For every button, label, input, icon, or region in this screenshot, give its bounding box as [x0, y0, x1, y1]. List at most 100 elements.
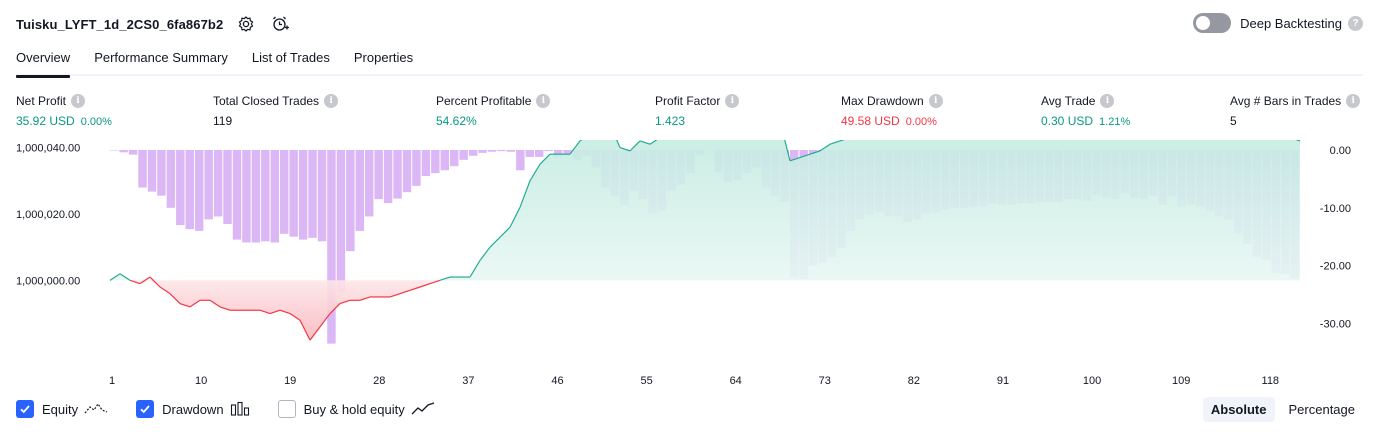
drawdown-bar — [251, 150, 261, 243]
y-left-tick-label: 1,000,040.00 — [16, 143, 80, 155]
equity-line-segment — [839, 140, 845, 142]
buy-hold-line-icon — [411, 401, 435, 417]
equity-line-segment — [479, 246, 491, 261]
equity-line-segment — [129, 279, 141, 285]
add-alert-icon — [273, 16, 290, 31]
legend-equity[interactable]: Equity — [16, 400, 108, 418]
settings-button[interactable] — [235, 13, 257, 35]
equity-area — [109, 140, 1301, 341]
deep-backtesting-label: Deep Backtesting — [1240, 15, 1342, 31]
equity-positive-area — [110, 140, 1300, 281]
metric-value: 0.30 USD — [1041, 114, 1094, 128]
x-tick-label: 82 — [908, 375, 920, 387]
equity-line-segment — [429, 279, 441, 285]
legend-buy-hold-equity[interactable]: Buy & hold equity — [277, 400, 435, 418]
y-right-tick-label: -20.00 — [1320, 261, 1351, 273]
equity-line-segment — [499, 226, 511, 238]
settings-icon — [239, 16, 254, 32]
equity-line-segment — [289, 313, 301, 321]
drawdown-bar — [327, 150, 336, 344]
drawdown-bar — [261, 150, 270, 242]
metric-value: 35.92 USD — [16, 114, 75, 128]
tab-properties[interactable]: Properties — [353, 50, 414, 65]
equity-line-segment — [799, 153, 811, 159]
info-icon[interactable]: i — [536, 94, 551, 108]
legend-label: Drawdown — [162, 401, 224, 417]
drawdown-bar — [232, 150, 242, 240]
equity-line-segment — [219, 306, 231, 311]
drawdown-bar — [365, 150, 374, 217]
drawdown-bar — [195, 150, 204, 231]
equity-line-segment — [439, 276, 451, 281]
equity-drawdown-chart[interactable]: 1,000,040.00 1,000,020.00 1,000,000.00 0.0… — [0, 140, 1379, 392]
equity-line-segment — [299, 319, 311, 341]
drawdown-bar — [336, 150, 346, 292]
metric-value: 5 — [1230, 114, 1237, 128]
equity-checkbox[interactable] — [16, 400, 34, 418]
info-icon[interactable]: i — [725, 94, 740, 108]
equity-line-segment — [1295, 140, 1301, 142]
equity-line-segment — [509, 207, 521, 228]
drawdown-bar — [355, 150, 364, 231]
info-icon[interactable]: i — [324, 94, 339, 108]
equity-line-segment — [819, 143, 831, 152]
equity-line-segment — [179, 303, 191, 308]
equity-negative-area — [110, 280, 1300, 341]
help-icon[interactable]: ? — [1348, 15, 1363, 31]
drawdown-bar — [346, 150, 355, 252]
metric-max-drawdown: Max Drawdown i 49.58 USD 0.00% — [841, 94, 943, 128]
percentage-button[interactable]: Percentage — [1288, 402, 1356, 417]
equity-line-segment — [329, 303, 341, 314]
drawdown-checkbox[interactable] — [136, 400, 155, 418]
info-icon[interactable]: i — [71, 94, 86, 108]
equity-line-segment — [529, 163, 541, 182]
drawdown-bar — [308, 150, 317, 238]
deep-backtesting-toggle[interactable] — [1193, 13, 1232, 33]
absolute-button[interactable]: Absolute — [1202, 397, 1275, 422]
drawdown-bar — [242, 150, 251, 243]
toggle-knob — [1196, 16, 1211, 30]
metric-label: Avg # Bars in Trades — [1230, 94, 1342, 108]
drawdown-bar — [298, 150, 308, 240]
equity-line-segment — [309, 326, 321, 341]
equity-line-segment — [109, 273, 121, 281]
equity-line-icon — [84, 401, 108, 417]
tab-performance-summary[interactable]: Performance Summary — [94, 50, 228, 65]
y-left-tick-label: 1,000,000.00 — [16, 275, 80, 287]
equity-line-segment — [616, 140, 621, 148]
legend-drawdown[interactable]: Drawdown — [136, 400, 249, 418]
drawdown-bar — [535, 150, 544, 157]
buy-hold-checkbox[interactable] — [277, 400, 296, 418]
x-tick-label: 64 — [730, 375, 742, 387]
metric-label: Profit Factor — [655, 94, 721, 108]
add-alert-button[interactable] — [269, 13, 291, 35]
equity-line-segment — [269, 309, 281, 315]
equity-line-segment — [359, 296, 371, 301]
drawdown-bar — [157, 150, 166, 196]
tab-overview[interactable]: Overview — [16, 45, 71, 78]
display-mode-switch: Absolute Percentage — [1197, 397, 1363, 422]
metric-percent-profitable: Percent Profitable i 54.62% — [436, 94, 551, 128]
equity-line-segment — [469, 260, 481, 278]
equity-line-segment — [629, 140, 641, 152]
drawdown-bar — [147, 150, 157, 192]
equity-line-segment — [339, 299, 351, 305]
metric-total-closed-trades: Total Closed Trades i 119 — [213, 94, 339, 128]
info-icon[interactable]: i — [1100, 94, 1115, 108]
x-tick-label: 19 — [284, 375, 296, 387]
drawdown-bar — [459, 150, 468, 160]
metric-avg-bars-in-trades: Avg # Bars in Trades i 5 — [1230, 94, 1361, 128]
tab-list-of-trades[interactable]: List of Trades — [251, 50, 330, 65]
drawdown-bar — [478, 150, 487, 153]
metric-label: Avg Trade — [1041, 94, 1096, 108]
info-icon[interactable]: i — [1346, 94, 1361, 108]
equity-line-segment — [809, 150, 821, 155]
drawdown-bar — [525, 150, 534, 157]
chart-legend: Equity Drawdown Buy & hold equity — [16, 400, 463, 418]
metric-value: 54.62% — [436, 114, 477, 128]
equity-line-segment — [419, 283, 431, 288]
drawdown-bar — [450, 150, 459, 167]
info-icon[interactable]: i — [928, 94, 943, 108]
drawdown-bar — [185, 150, 194, 230]
y-right-tick-label: -30.00 — [1320, 318, 1351, 330]
